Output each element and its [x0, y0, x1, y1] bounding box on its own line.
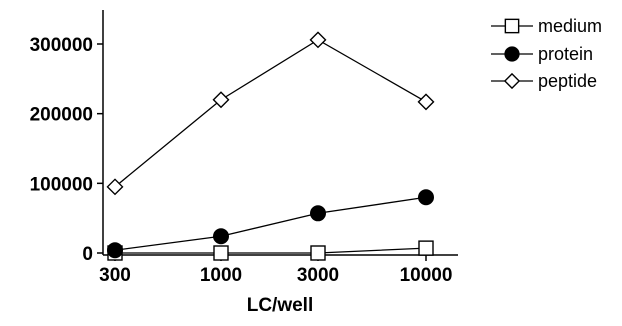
data-point-protein [310, 205, 326, 222]
data-point-medium [418, 240, 434, 256]
y-ticks: 0 100000 200000 300000 [30, 35, 103, 265]
x-tick-label: 3000 [297, 265, 339, 286]
data-point-medium [310, 245, 326, 261]
data-point-peptide [417, 93, 435, 111]
y-tick-label: 300000 [30, 35, 93, 56]
legend-label: protein [538, 44, 593, 64]
series-line-protein [114, 196, 427, 251]
data-point-peptide [212, 91, 230, 109]
legend-item-peptide: peptide [491, 71, 597, 91]
legend-item-protein: protein [491, 44, 593, 64]
data-point-protein [418, 189, 434, 206]
legend-item-medium: medium [491, 16, 602, 36]
legend-marker [503, 72, 521, 90]
series-medium [107, 240, 434, 261]
data-point-peptide [309, 31, 327, 49]
legend-marker [504, 18, 520, 34]
y-tick-label: 200000 [30, 105, 93, 126]
data-point-protein [213, 228, 229, 245]
x-tick-label: 1000 [200, 265, 242, 286]
x-axis-title: LC/well [247, 295, 314, 316]
legend-marker [504, 46, 520, 62]
x-ticks: 300 1000 3000 10000 [99, 255, 452, 286]
series-peptide [106, 31, 435, 196]
series-line-peptide [114, 39, 427, 188]
x-tick-label: 300 [99, 265, 131, 286]
y-tick-label: 0 [82, 244, 93, 265]
series-layer [106, 31, 435, 261]
legend-label: medium [538, 16, 602, 36]
data-point-protein [107, 242, 123, 259]
series-protein [107, 189, 434, 259]
legend-label: peptide [538, 71, 597, 91]
data-point-peptide [106, 178, 124, 196]
legend: medium protein peptide [491, 16, 602, 91]
x-tick-label: 10000 [400, 265, 453, 286]
series-line-medium [115, 247, 427, 254]
data-point-medium [213, 245, 229, 261]
y-tick-label: 100000 [30, 174, 93, 195]
